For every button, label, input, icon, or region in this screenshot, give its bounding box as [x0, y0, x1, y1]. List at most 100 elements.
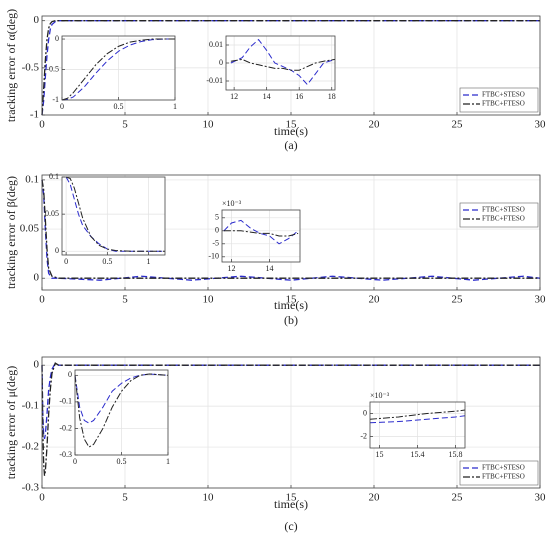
x-tick-label: 1 — [147, 257, 151, 266]
x-tick-label: 15 — [286, 119, 298, 131]
x-tick-label: 12 — [228, 264, 236, 273]
y-tick-label: -10 — [208, 252, 219, 261]
scale-label: ×10⁻³ — [222, 199, 242, 208]
y-tick-label: 0 — [55, 246, 59, 255]
legend-box — [459, 460, 539, 486]
plot-frame — [41, 356, 541, 489]
y-tick-label: 0.05 — [20, 223, 40, 235]
x-tick-label: 5 — [122, 294, 128, 306]
data-line — [41, 179, 540, 279]
inset-background — [222, 210, 300, 262]
x-tick-label: 15 — [286, 492, 298, 504]
y-axis-label: tracking error of μ(deg) — [4, 366, 18, 479]
inset-frame — [369, 401, 466, 449]
y-tick-label: -0.1 — [22, 400, 39, 412]
y-tick-label: -0.5 — [22, 61, 40, 73]
inset-frame — [61, 176, 166, 256]
x-tick-label: 30 — [535, 492, 547, 504]
y-tick-label: -0.5 — [46, 64, 59, 73]
x-tick-label: 25 — [452, 294, 464, 306]
data-line — [369, 415, 466, 424]
y-tick-label: 0 — [55, 34, 59, 43]
x-tick-label: 1 — [166, 457, 170, 466]
y-axis-label: tracking error of β(deg) — [4, 176, 18, 289]
y-tick-label: -0.1 — [59, 397, 72, 406]
data-line — [65, 176, 165, 252]
x-tick-label: 15 — [376, 450, 384, 459]
inset-frame — [74, 369, 169, 456]
data-line — [41, 179, 541, 281]
x-tick-label: 0 — [60, 102, 64, 111]
y-tick-label: 0 — [68, 370, 72, 379]
y-tick-label: -0.2 — [59, 423, 72, 432]
data-line — [74, 373, 169, 448]
x-tick-label: 0.5 — [102, 257, 112, 266]
x-tick-label: 0.5 — [117, 457, 127, 466]
inset-frame — [221, 209, 301, 263]
plot-frame — [41, 174, 541, 291]
data-line — [74, 373, 169, 424]
y-tick-label: 0 — [215, 226, 219, 235]
caption: (c) — [284, 519, 297, 533]
legend-label: FTBC+STESO — [482, 91, 525, 99]
x-tick-label: 1 — [173, 102, 177, 111]
x-tick-label: 0.5 — [114, 102, 124, 111]
data-line — [230, 38, 336, 86]
x-tick-label: 10 — [203, 294, 215, 306]
x-tick-label: 14 — [263, 92, 271, 101]
y-tick-label: 0.1 — [49, 172, 59, 181]
y-tick-label: 0.1 — [25, 173, 39, 185]
legend-label: FTBC+FTESO — [482, 100, 525, 108]
x-tick-label: 25 — [452, 119, 464, 131]
y-tick-label: -0.3 — [22, 482, 40, 494]
y-tick-label: 0 — [34, 14, 40, 26]
data-line — [223, 230, 299, 237]
x-axis-label: time(s) — [274, 124, 308, 138]
y-tick-label: 0.05 — [45, 209, 59, 218]
y-tick-label: -0.2 — [22, 441, 39, 453]
caption: (b) — [284, 313, 298, 327]
y-tick-label: 5 — [215, 213, 219, 222]
x-tick-label: 12 — [230, 92, 238, 101]
data-line — [41, 362, 540, 476]
y-tick-label: -1 — [52, 95, 59, 104]
x-tick-label: 5 — [122, 492, 128, 504]
x-tick-label: 0 — [39, 119, 45, 131]
y-tick-label: -5 — [212, 239, 219, 248]
x-axis-label: time(s) — [274, 497, 308, 511]
x-tick-label: 30 — [535, 294, 547, 306]
x-tick-label: 20 — [369, 492, 381, 504]
y-tick-label: 0.01 — [209, 40, 223, 49]
legend-label: FTBC+FTESO — [482, 215, 525, 223]
data-line — [230, 58, 336, 71]
inset-frame — [61, 35, 176, 101]
y-tick-label: 0 — [34, 359, 40, 371]
x-tick-label: 0 — [64, 257, 68, 266]
inset-frame — [225, 35, 336, 91]
data-line — [41, 20, 540, 116]
x-tick-label: 15.4 — [411, 450, 425, 459]
caption: (a) — [284, 138, 297, 152]
y-axis-label: tracking error of α(deg) — [4, 9, 18, 122]
x-tick-label: 0 — [39, 294, 45, 306]
x-tick-label: 16 — [295, 92, 303, 101]
y-tick-label: 0 — [363, 408, 367, 417]
x-tick-label: 14 — [266, 264, 274, 273]
data-line — [41, 20, 540, 116]
y-tick-label: -0.01 — [206, 76, 223, 85]
x-tick-label: 20 — [369, 119, 381, 131]
y-tick-label: -2 — [360, 431, 367, 440]
x-tick-label: 30 — [535, 119, 547, 131]
inset-background — [62, 177, 165, 255]
x-tick-label: 10 — [203, 119, 215, 131]
legend-box — [459, 87, 539, 113]
legend-label: FTBC+STESO — [482, 464, 525, 472]
legend-label: FTBC+FTESO — [482, 473, 525, 481]
y-tick-label: 0 — [34, 272, 40, 284]
x-tick-label: 25 — [452, 492, 464, 504]
scale-label: ×10⁻³ — [370, 391, 390, 400]
x-axis-label: time(s) — [274, 298, 308, 312]
legend-label: FTBC+STESO — [482, 206, 525, 214]
data-line — [223, 219, 299, 245]
x-tick-label: 5 — [122, 119, 128, 131]
